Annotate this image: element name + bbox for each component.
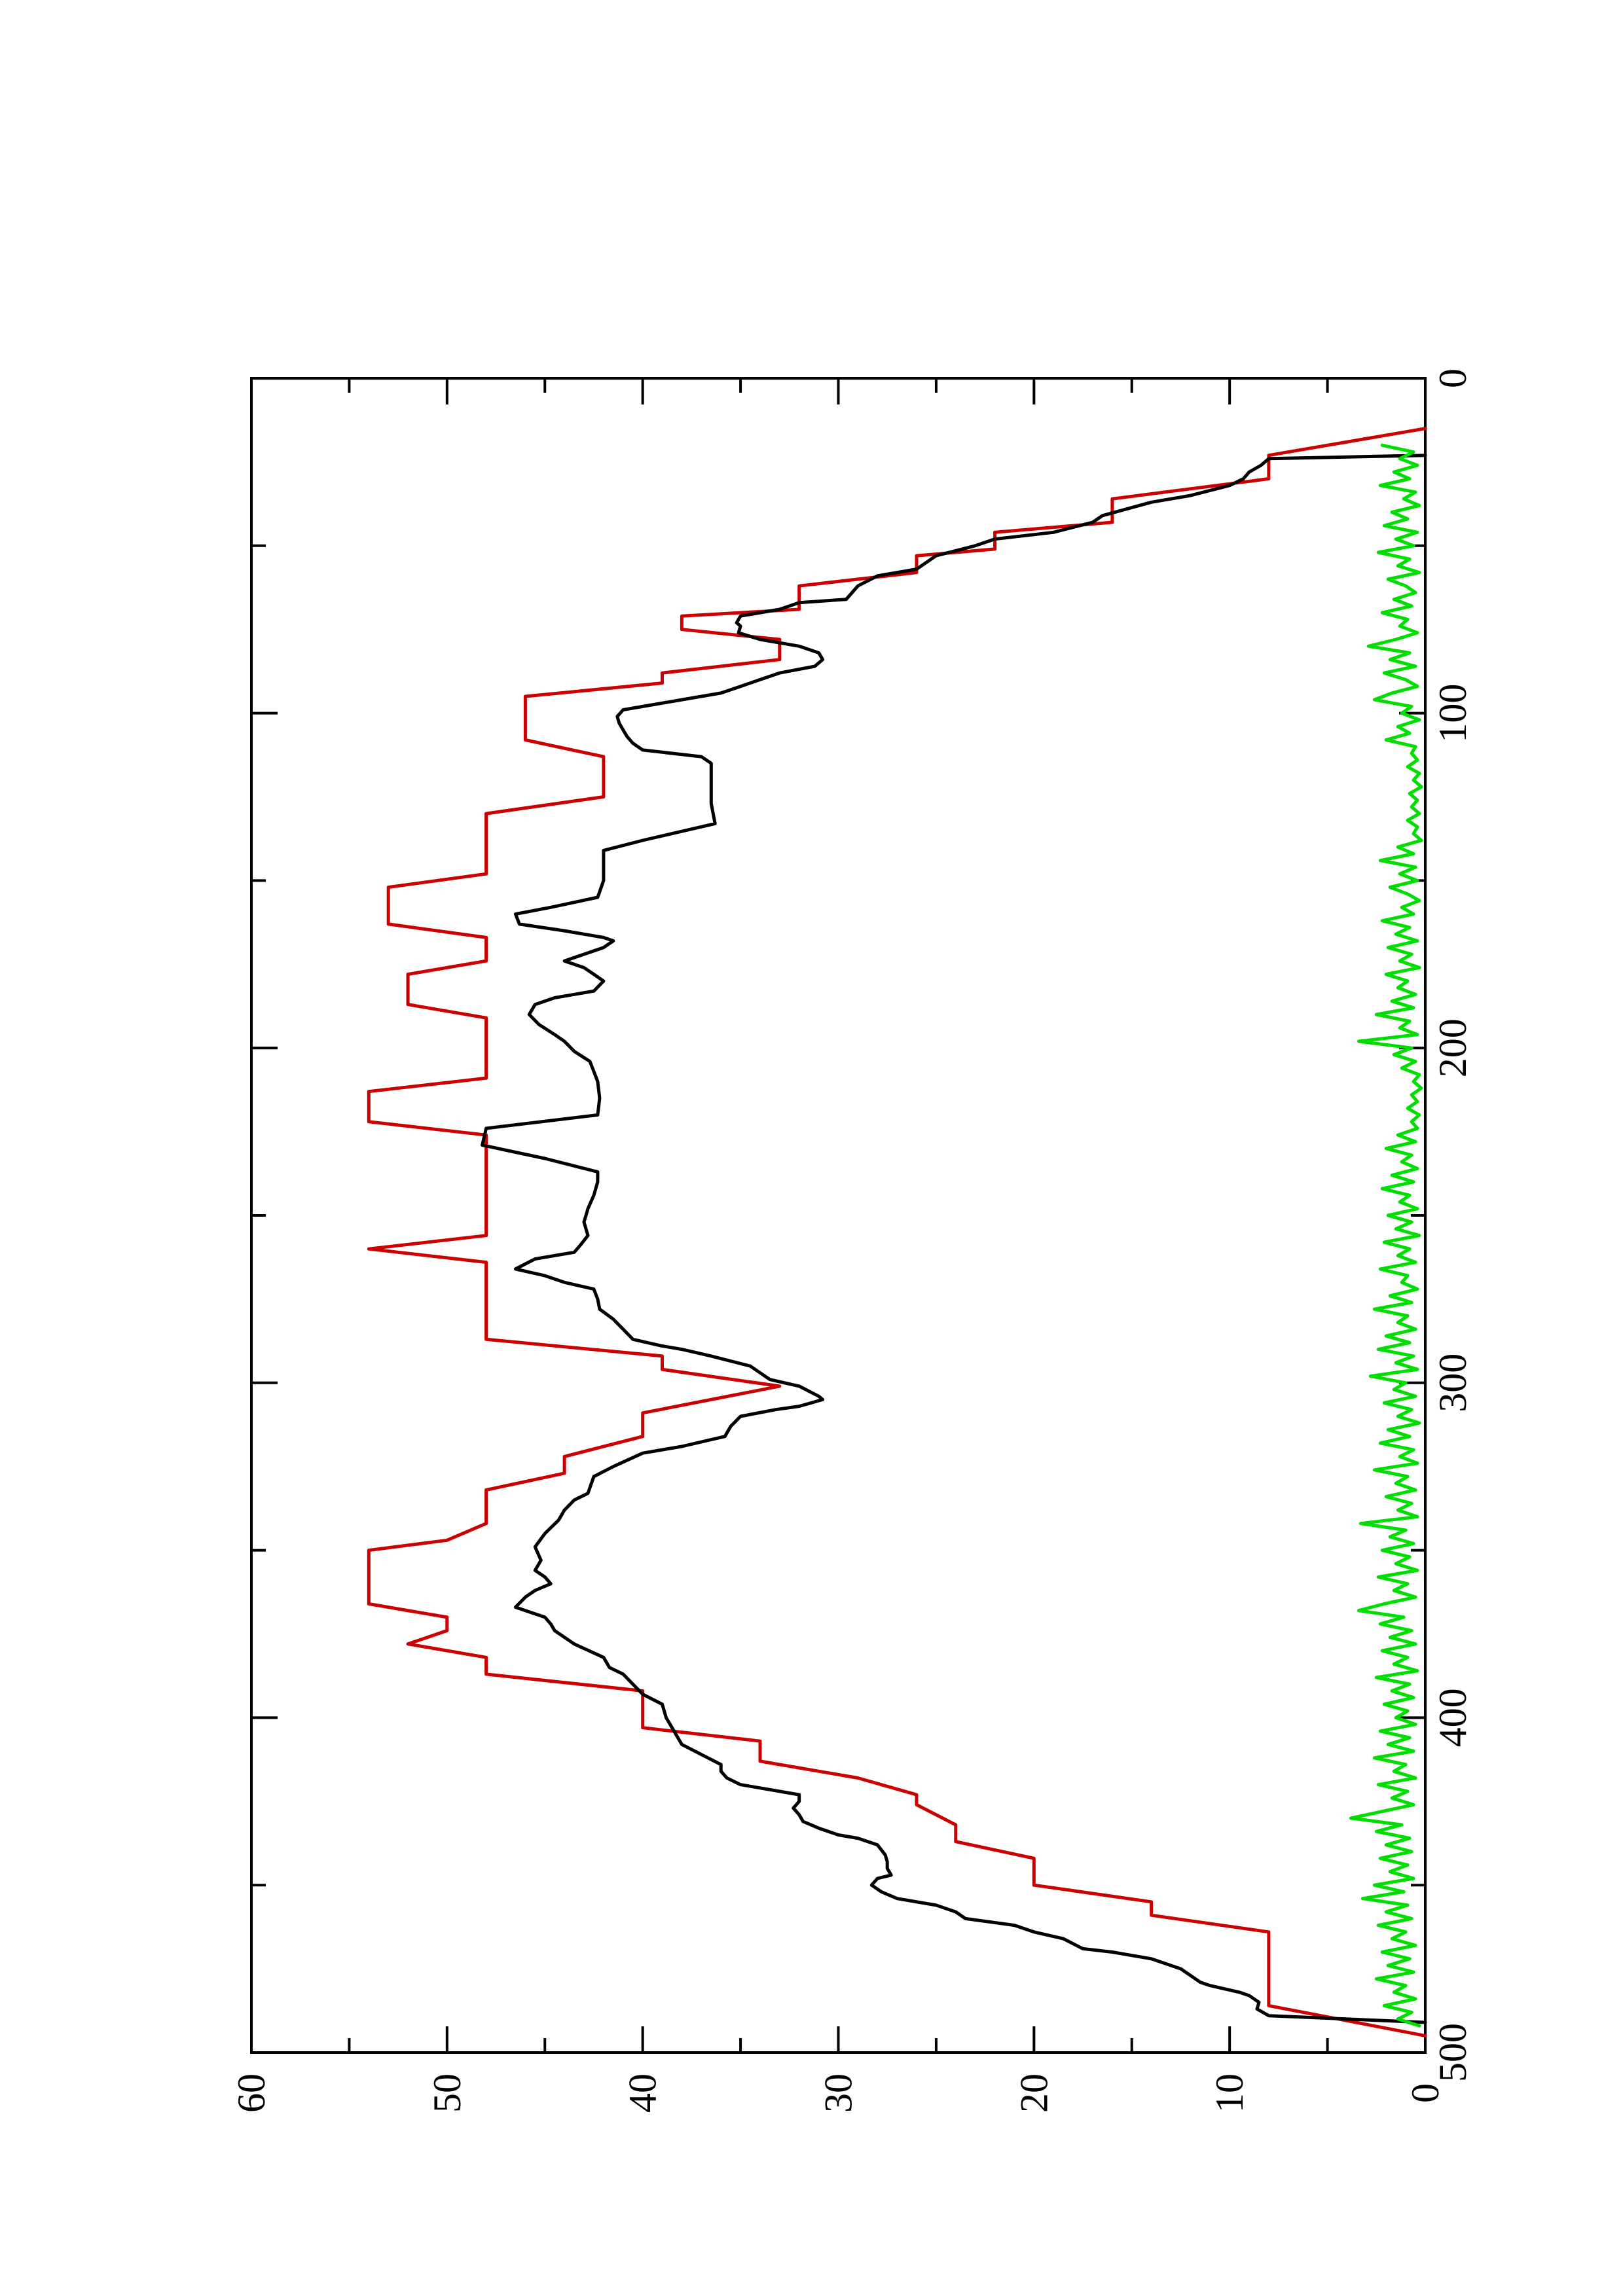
y-tick-label: 60 <box>230 2073 273 2113</box>
series-line-2 <box>481 454 1427 2024</box>
x-tick-label: 400 <box>1431 1688 1474 1747</box>
series-line-3 <box>1349 443 1423 2028</box>
x-tick-label: 200 <box>1431 1018 1474 1077</box>
y-tick-label: 0 <box>1404 2083 1447 2103</box>
y-tick-label: 30 <box>817 2073 860 2113</box>
series-layer <box>367 427 1427 2037</box>
y-tick-label: 20 <box>1012 2073 1055 2113</box>
x-tick-label: 500 <box>1431 2023 1474 2082</box>
x-tick-label: 0 <box>1431 368 1474 388</box>
x-tick-label: 100 <box>1431 684 1474 743</box>
series-line-1 <box>367 427 1427 2037</box>
y-tick-label: 50 <box>426 2073 469 2113</box>
x-tick-label: 300 <box>1431 1354 1474 1412</box>
ticks-layer <box>250 377 1427 2054</box>
y-tick-label: 40 <box>621 2073 665 2113</box>
y-tick-label: 10 <box>1208 2073 1251 2113</box>
